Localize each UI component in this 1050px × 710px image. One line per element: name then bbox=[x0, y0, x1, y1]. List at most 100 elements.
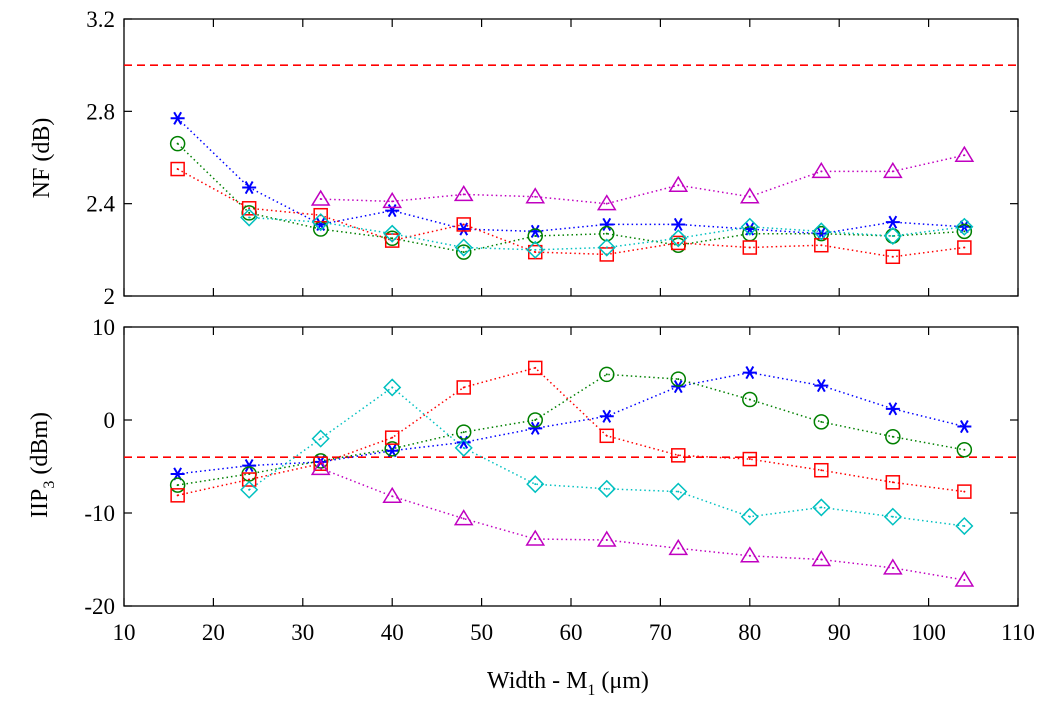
bottom-point-square bbox=[313, 456, 328, 471]
top-y-tick-label: 2.4 bbox=[86, 192, 115, 217]
bottom-point-circle-dot bbox=[176, 484, 179, 487]
top-point-circle bbox=[813, 225, 830, 242]
bottom-point-square-box bbox=[527, 360, 543, 376]
top-point-diamond-dot bbox=[319, 221, 322, 224]
top-point-square-dot bbox=[462, 223, 465, 226]
bottom-point-square bbox=[814, 462, 829, 478]
top-point-triangle bbox=[453, 184, 474, 202]
bottom-point-square-box bbox=[957, 484, 972, 499]
bottom-point-square bbox=[671, 448, 686, 463]
bottom-point-square bbox=[885, 475, 901, 490]
top-point-diamond bbox=[311, 213, 330, 232]
bottom-point-asterisk-glyph bbox=[885, 402, 900, 416]
top-point-square bbox=[170, 161, 185, 177]
bottom-point-triangle-dot bbox=[462, 517, 465, 520]
top-point-diamond-dot bbox=[748, 225, 751, 228]
top-point-asterisk-glyph bbox=[242, 180, 257, 195]
top-point-diamond bbox=[812, 222, 831, 241]
bottom-point-diamond bbox=[812, 498, 831, 517]
bottom-point-diamond-dot bbox=[963, 525, 966, 528]
bottom-point-diamond bbox=[240, 480, 259, 499]
bottom-point-diamond-shape bbox=[883, 507, 902, 526]
top-point-triangle-dot bbox=[462, 193, 465, 196]
top-point-asterisk bbox=[385, 204, 400, 218]
top-y-tick-label: 2.8 bbox=[86, 99, 115, 124]
top-point-diamond-shape bbox=[526, 240, 545, 259]
top-point-diamond-dot bbox=[820, 230, 823, 233]
top-point-diamond-dot bbox=[248, 216, 251, 219]
top-point-square-dot bbox=[891, 255, 894, 258]
top-point-square-dot bbox=[677, 241, 680, 244]
top-point-diamond bbox=[597, 238, 616, 257]
top-point-diamond-dot bbox=[534, 248, 537, 251]
bottom-point-circle bbox=[670, 371, 687, 387]
bottom-point-asterisk-glyph bbox=[385, 444, 400, 458]
bottom-point-square bbox=[241, 472, 257, 487]
bottom-point-circle-dot bbox=[677, 378, 680, 381]
bottom-point-triangle bbox=[310, 458, 331, 476]
bottom-point-triangle-dot bbox=[391, 495, 394, 498]
top-point-triangle bbox=[954, 145, 975, 162]
bottom-point-diamond bbox=[740, 507, 759, 526]
bottom-point-diamond-shape bbox=[311, 429, 330, 448]
bottom-point-asterisk bbox=[242, 459, 257, 473]
bottom-point-circle bbox=[956, 442, 973, 458]
top-point-circle bbox=[527, 228, 543, 244]
bottom-point-triangle-shape bbox=[668, 538, 689, 556]
bottom-point-circle-dot bbox=[534, 419, 537, 421]
bottom-point-circle bbox=[813, 414, 830, 430]
top-point-diamond-dot bbox=[391, 232, 394, 235]
bottom-point-square-dot bbox=[605, 434, 608, 437]
bottom-y-tick-label: 0 bbox=[104, 408, 116, 433]
top-y-tick-label: 3.2 bbox=[86, 7, 115, 32]
bottom-point-square-dot bbox=[176, 494, 179, 497]
bottom-point-circle-dot bbox=[391, 447, 394, 450]
bottom-point-square bbox=[599, 428, 615, 444]
top-point-diamond bbox=[454, 238, 473, 257]
bottom-point-triangle-shape bbox=[596, 530, 617, 547]
top-point-triangle bbox=[525, 187, 546, 204]
bottom-point-diamond bbox=[383, 378, 402, 397]
top-point-diamond-shape bbox=[669, 229, 688, 248]
x-tick-label: 10 bbox=[113, 620, 136, 645]
top-point-triangle-shape bbox=[954, 145, 975, 162]
bottom-point-square bbox=[456, 380, 471, 395]
bottom-point-circle bbox=[527, 412, 543, 428]
bottom-point-circle bbox=[885, 428, 901, 445]
bottom-point-diamond-shape bbox=[454, 438, 473, 457]
bottom-series-line-square bbox=[177, 367, 965, 497]
top-point-triangle-dot bbox=[677, 184, 680, 187]
top-point-triangle-shape bbox=[453, 184, 474, 202]
bottom-point-square-box bbox=[671, 448, 686, 463]
bottom-point-circle-dot bbox=[605, 373, 608, 376]
bottom-series-line-triangle bbox=[320, 467, 965, 581]
bottom-point-square-box bbox=[313, 456, 328, 471]
bottom-point-triangle-shape bbox=[382, 486, 403, 504]
bottom-point-square-dot bbox=[319, 462, 322, 465]
top-point-square-dot bbox=[963, 246, 966, 249]
top-point-circle-dot bbox=[391, 237, 394, 240]
bottom-point-circle-ring bbox=[599, 366, 615, 383]
bottom-point-diamond bbox=[311, 429, 330, 448]
bottom-point-square-box bbox=[456, 380, 471, 395]
nf-y-axis-label: NF (dB) bbox=[29, 118, 55, 199]
bottom-point-diamond-shape bbox=[383, 378, 402, 397]
top-point-circle-dot bbox=[534, 234, 537, 237]
top-point-square-box bbox=[170, 161, 185, 177]
bottom-point-diamond bbox=[955, 516, 974, 536]
bottom-point-triangle bbox=[382, 486, 403, 504]
top-point-square-box bbox=[241, 201, 257, 216]
top-point-diamond-dot bbox=[963, 225, 966, 228]
bottom-point-square bbox=[527, 360, 543, 376]
bottom-point-square-dot bbox=[820, 469, 823, 472]
top-point-square bbox=[957, 240, 972, 255]
x-tick-label: 90 bbox=[828, 620, 851, 645]
top-point-circle-dot bbox=[963, 230, 966, 233]
bottom-point-circle-ring bbox=[742, 391, 758, 408]
top-series-line-square bbox=[177, 168, 965, 258]
top-point-triangle-dot bbox=[391, 200, 394, 203]
bottom-point-diamond bbox=[526, 475, 545, 494]
top-point-square-box bbox=[456, 217, 471, 232]
bottom-point-circle-ring bbox=[956, 442, 973, 458]
top-point-triangle-shape bbox=[310, 189, 331, 206]
